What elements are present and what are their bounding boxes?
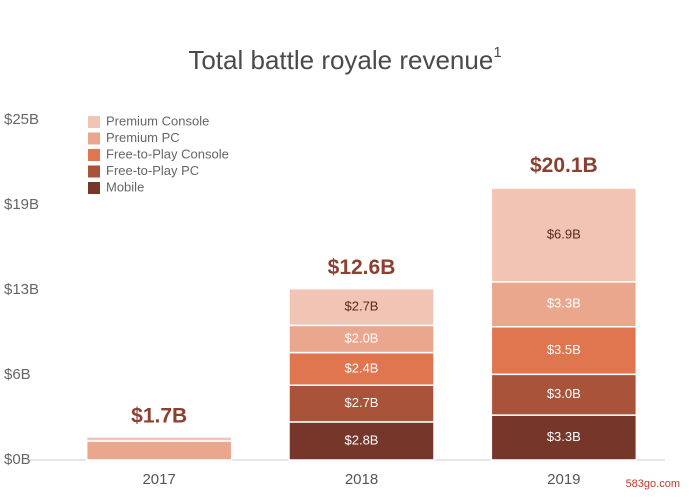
value-label: $2.7B	[345, 395, 379, 410]
bar-segment	[490, 325, 638, 376]
legend-swatch	[88, 116, 100, 128]
bar-segment	[288, 287, 435, 327]
bar-segment	[490, 373, 638, 416]
total-label: $12.6B	[328, 256, 396, 279]
value-label: $2.0B	[345, 330, 379, 345]
y-tick-label: $13B	[4, 281, 39, 298]
bar-segment	[288, 421, 435, 461]
x-tick-label: 2018	[345, 471, 378, 488]
legend-label: Free-to-Play Console	[106, 146, 229, 161]
bar-segment	[85, 440, 233, 461]
bar-segment	[490, 281, 638, 328]
value-label: $3.3B	[547, 296, 581, 311]
value-label: $3.0B	[547, 386, 581, 401]
watermark: 583go.com	[626, 478, 680, 490]
bar-segment	[490, 187, 638, 283]
legend-label: Free-to-Play PC	[106, 163, 199, 178]
title-text: Total battle royale revenue	[188, 45, 493, 75]
value-label: $3.5B	[547, 342, 581, 357]
legend-swatch	[88, 165, 100, 178]
value-label: $3.3B	[547, 429, 581, 444]
chart-title: Total battle royale revenue1	[188, 44, 501, 75]
total-label: $1.7B	[131, 404, 187, 427]
value-label: $6.9B	[547, 226, 581, 241]
y-tick-label: $0B	[4, 451, 31, 468]
value-label: $2.8B	[345, 432, 379, 447]
title-footnote: 1	[493, 44, 501, 61]
legend-label: Premium Console	[106, 113, 209, 128]
legend-swatch	[88, 132, 100, 145]
legend-swatch	[88, 182, 100, 194]
y-tick-label: $25B	[4, 111, 39, 128]
legend-swatch	[88, 149, 100, 161]
legend-label: Mobile	[106, 179, 144, 194]
bar-segment	[85, 436, 233, 442]
legend-label: Premium PC	[106, 130, 180, 145]
bar-segment	[288, 384, 435, 423]
total-label: $20.1B	[530, 154, 598, 177]
y-tick-label: $6B	[4, 366, 31, 383]
value-label: $2.7B	[345, 298, 379, 313]
x-tick-label: 2017	[142, 471, 175, 488]
value-label: $2.4B	[345, 360, 379, 375]
y-tick-label: $19B	[4, 196, 39, 213]
bar-segment	[490, 414, 638, 461]
x-tick-label: 2019	[547, 471, 580, 488]
bar-segment	[288, 324, 435, 354]
